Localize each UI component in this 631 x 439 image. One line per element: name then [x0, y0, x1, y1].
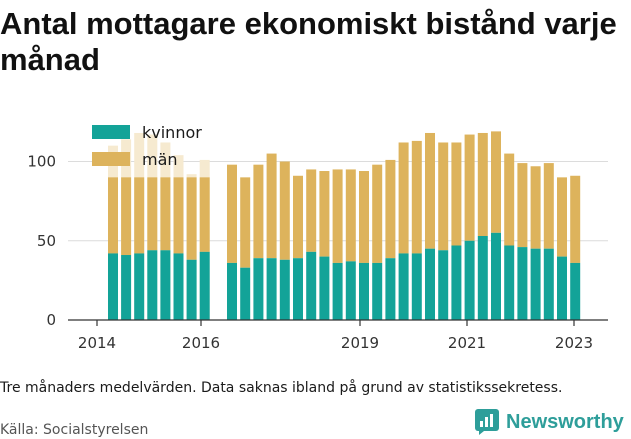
bar-kvinnor: [293, 258, 303, 320]
bar-man: [425, 132, 435, 249]
bar-man: [543, 163, 554, 249]
bar-kvinnor: [504, 245, 515, 320]
bar-man: [504, 153, 515, 246]
bar-kvinnor: [359, 262, 369, 320]
bar-man: [359, 171, 369, 263]
bar-man: [319, 171, 330, 257]
bar-man: [173, 177, 184, 254]
bar-kvinnor: [530, 248, 541, 320]
bar-man: [557, 177, 567, 257]
bar-kvinnor: [345, 261, 356, 320]
newsworthy-logo-icon: [475, 409, 499, 435]
bar-kvinnor: [227, 262, 237, 320]
bar-kvinnor: [186, 259, 197, 320]
bars: [108, 131, 581, 320]
bar-kvinnor: [425, 248, 435, 320]
newsworthy-logo-text: Newsworthy: [506, 410, 624, 433]
x-tick-label: 2019: [341, 334, 379, 352]
bar-man: [385, 159, 396, 259]
bar-man: [372, 164, 383, 263]
bar-kvinnor: [319, 256, 330, 320]
x-tick-label: 2014: [78, 334, 116, 352]
legend-swatch: [92, 152, 130, 166]
bar-kvinnor: [438, 250, 449, 320]
bar-kvinnor: [160, 250, 171, 320]
x-tick-label: 2021: [448, 334, 486, 352]
x-tick-label: 2016: [182, 334, 220, 352]
bar-kvinnor: [372, 262, 383, 320]
bar-kvinnor: [147, 250, 158, 320]
source-credit: Källa: Socialstyrelsen: [0, 422, 149, 438]
legend-swatch: [92, 125, 130, 139]
bar-man: [186, 177, 197, 260]
bar-kvinnor: [306, 251, 317, 320]
bar-man: [517, 163, 528, 248]
bar-man: [240, 177, 251, 268]
bar-man: [121, 177, 132, 256]
bar-kvinnor: [173, 253, 184, 320]
bar-man: [134, 177, 145, 254]
y-tick-label: 100: [27, 153, 56, 171]
x-tick-label: 2023: [555, 334, 593, 352]
bar-man: [477, 132, 488, 236]
bar-kvinnor: [477, 235, 488, 320]
bar-kvinnor: [108, 253, 118, 320]
bar-man: [147, 177, 158, 251]
bar-kvinnor: [121, 255, 132, 320]
bar-kvinnor: [253, 258, 264, 320]
bar-man: [279, 161, 290, 260]
bar-man: [253, 164, 264, 259]
bar-kvinnor: [464, 240, 475, 320]
bar-kvinnor: [332, 262, 343, 320]
bar-man: [332, 169, 343, 263]
bar-kvinnor: [279, 259, 290, 320]
bar-man: [293, 175, 303, 259]
bar-kvinnor: [557, 256, 567, 320]
newsworthy-logo[interactable]: Newsworthy: [475, 408, 624, 436]
bar-man: [227, 164, 237, 263]
bar-kvinnor: [451, 245, 462, 320]
bar-kvinnor: [411, 253, 422, 320]
bar-man: [451, 142, 462, 246]
y-tick-label: 0: [46, 311, 56, 329]
bar-kvinnor: [199, 251, 210, 320]
bar-kvinnor: [398, 253, 409, 320]
bar-kvinnor: [517, 247, 528, 320]
bar-man: [530, 166, 541, 249]
bar-kvinnor: [491, 232, 501, 320]
bar-kvinnor: [543, 248, 554, 320]
legend-label: kvinnor: [142, 123, 202, 142]
chart-title: Antal mottagare ekonomiskt bistånd varje…: [0, 6, 617, 77]
axes: 0 50 100 2014 2016 2019 2021 2023: [27, 153, 608, 352]
bar-man: [491, 131, 501, 233]
bar-kvinnor: [240, 267, 251, 320]
bar-man: [438, 142, 449, 251]
y-tick-label: 50: [37, 232, 56, 250]
legend-label: män: [142, 150, 178, 169]
bar-kvinnor: [570, 262, 581, 320]
bar-man: [345, 169, 356, 262]
bar-man: [306, 169, 317, 252]
chart-note: Tre månaders medelvärden. Data saknas ib…: [0, 380, 563, 396]
bar-kvinnor: [134, 253, 145, 320]
bar-man: [398, 142, 409, 254]
bar-man: [160, 177, 171, 251]
legend: kvinnor män: [92, 123, 202, 169]
bar-man: [199, 177, 210, 252]
bar-man: [108, 177, 118, 254]
bar-man: [570, 175, 581, 263]
bar-man: [266, 153, 277, 259]
bar-kvinnor: [266, 258, 277, 320]
stacked-bar-chart: 0 50 100 2014 2016 2019 2021 2023 kvinnor män: [27, 123, 608, 352]
bar-kvinnor: [385, 258, 396, 320]
bar-man: [464, 134, 475, 241]
bar-man: [411, 140, 422, 254]
